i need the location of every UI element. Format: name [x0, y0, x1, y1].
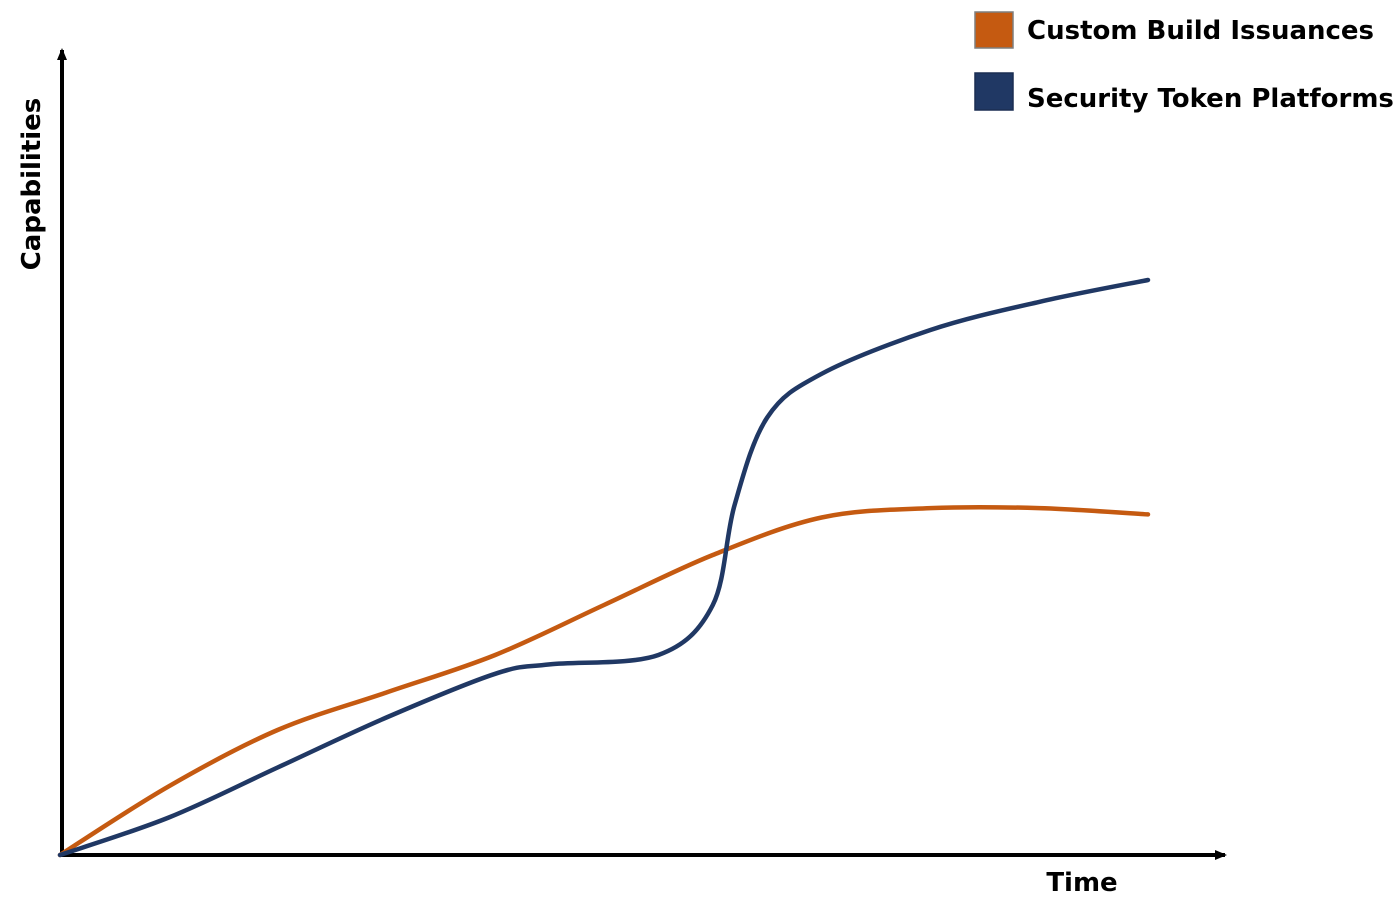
- legend-swatch-custom-build: [974, 11, 1014, 49]
- x-axis-label: Time: [1046, 868, 1117, 898]
- series-layer: [57, 277, 1151, 858]
- y-axis-label: Capabilities: [17, 98, 47, 271]
- series-line-security-token-platforms: [57, 277, 1151, 858]
- legend: Custom Build Issuances Security Token Pl…: [974, 11, 1394, 114]
- legend-label-security-token: Security Token Platforms: [1027, 84, 1394, 114]
- legend-swatch-security-token: [974, 72, 1014, 111]
- legend-label-custom-build: Custom Build Issuances: [1027, 16, 1374, 46]
- series-line-custom-build-issuances: [57, 504, 1151, 858]
